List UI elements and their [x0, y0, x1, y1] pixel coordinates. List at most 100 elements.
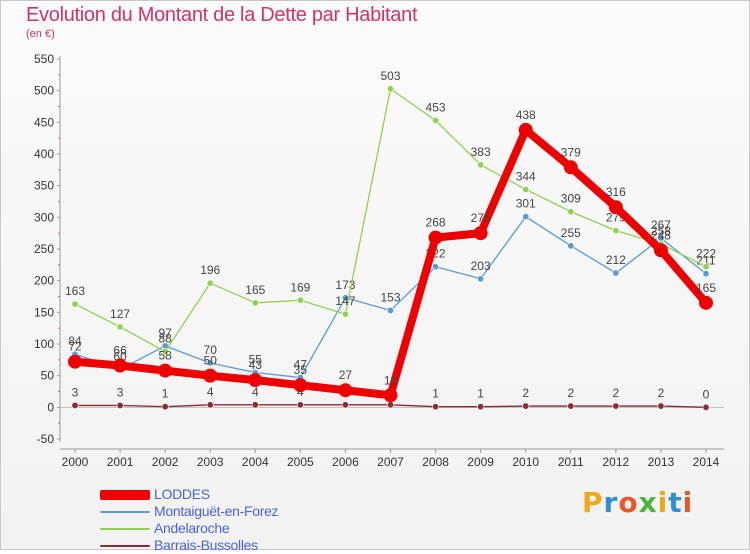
data-point	[116, 323, 124, 331]
y-tick-label: 150	[34, 305, 54, 319]
data-label: 70	[204, 343, 218, 357]
data-label: 19	[384, 373, 398, 387]
data-label: 153	[380, 290, 400, 304]
y-tick-label: 50	[41, 369, 55, 383]
data-point	[206, 359, 214, 367]
data-point	[386, 85, 394, 93]
y-tick-label: 300	[34, 210, 54, 224]
data-point	[428, 230, 443, 245]
data-label: 222	[696, 247, 716, 261]
x-tick-label: 2013	[648, 455, 675, 469]
data-label: 344	[516, 169, 536, 183]
data-label: 267	[651, 218, 671, 232]
logo-letter: P	[582, 486, 604, 519]
x-tick-label: 2014	[693, 455, 720, 469]
data-label: 258	[651, 224, 671, 238]
data-point	[341, 310, 349, 318]
data-point	[68, 354, 82, 369]
data-point	[702, 263, 710, 271]
data-point	[386, 306, 394, 314]
data-point	[567, 242, 575, 250]
data-point	[518, 122, 533, 137]
data-label: 66	[113, 344, 127, 358]
data-label: 147	[335, 294, 355, 308]
data-label: 2	[658, 386, 665, 400]
data-point	[612, 227, 620, 235]
data-point	[158, 363, 173, 378]
data-label: 503	[380, 69, 400, 83]
data-label: 275	[471, 211, 491, 225]
legend-swatch-andelaroche	[100, 527, 150, 530]
data-point	[161, 403, 169, 411]
data-point	[71, 300, 79, 308]
data-label: 379	[561, 145, 581, 159]
data-point	[251, 401, 259, 409]
y-tick-label: 100	[34, 337, 54, 351]
data-point	[116, 401, 124, 409]
data-point	[432, 403, 440, 411]
data-label: 43	[249, 358, 263, 372]
x-tick-label: 2011	[558, 455, 584, 469]
proxiti-logo: Proxiti	[582, 486, 693, 519]
data-point	[386, 401, 394, 409]
data-label: 88	[158, 332, 172, 346]
data-point	[473, 226, 488, 241]
x-tick-label: 2012	[603, 455, 630, 469]
data-point	[293, 378, 308, 393]
logo-letter: i	[657, 486, 669, 519]
data-point	[477, 403, 485, 411]
data-point	[522, 185, 530, 193]
data-label: 72	[68, 340, 82, 354]
legend-label-barrais: Barrais-Bussolles	[154, 537, 258, 553]
data-label: 50	[204, 354, 218, 368]
data-label: 4	[207, 385, 214, 399]
data-label: 127	[110, 307, 130, 321]
data-label: 268	[426, 216, 446, 230]
data-label: 169	[290, 280, 310, 294]
data-label: 55	[249, 353, 263, 367]
legend-label-andelaroche: Andelaroche	[154, 520, 230, 536]
y-tick-label: 400	[34, 147, 54, 161]
data-point	[702, 403, 710, 411]
y-tick-label: 0	[47, 400, 54, 414]
data-point	[206, 401, 214, 409]
data-point	[296, 296, 304, 304]
data-label: 3	[72, 385, 79, 399]
data-label: 47	[294, 358, 308, 372]
data-point	[477, 161, 485, 169]
chart-subtitle: (en €)	[26, 28, 55, 40]
data-label: 0	[703, 387, 710, 401]
data-label: 301	[516, 197, 536, 211]
data-point	[296, 401, 304, 409]
data-label: 212	[606, 253, 626, 267]
data-label: 3	[117, 385, 124, 399]
data-point	[383, 388, 398, 403]
x-tick-label: 2001	[107, 455, 134, 469]
y-tick-label: 350	[34, 179, 54, 193]
data-label: 1	[477, 387, 484, 401]
logo-letter: r	[603, 486, 619, 519]
x-tick-label: 2008	[422, 455, 449, 469]
data-point	[477, 275, 485, 283]
data-label: 4	[252, 385, 259, 399]
data-point	[341, 401, 349, 409]
y-tick-label: 250	[34, 242, 54, 256]
data-label: 453	[426, 100, 446, 114]
data-point	[161, 348, 169, 356]
data-point	[522, 213, 530, 221]
data-label: 248	[651, 228, 671, 242]
data-label: 163	[65, 284, 85, 298]
data-label: 2	[567, 386, 574, 400]
data-label: 35	[294, 363, 308, 377]
data-label: 309	[561, 192, 581, 206]
data-point	[113, 358, 128, 373]
logo-letter: x	[638, 486, 658, 519]
data-point	[563, 160, 578, 175]
logo-letter: t	[668, 486, 683, 519]
legend-swatch-barrais	[100, 544, 150, 547]
data-point	[657, 402, 665, 410]
data-label: 58	[158, 349, 172, 363]
y-tick-label: 550	[34, 52, 54, 66]
